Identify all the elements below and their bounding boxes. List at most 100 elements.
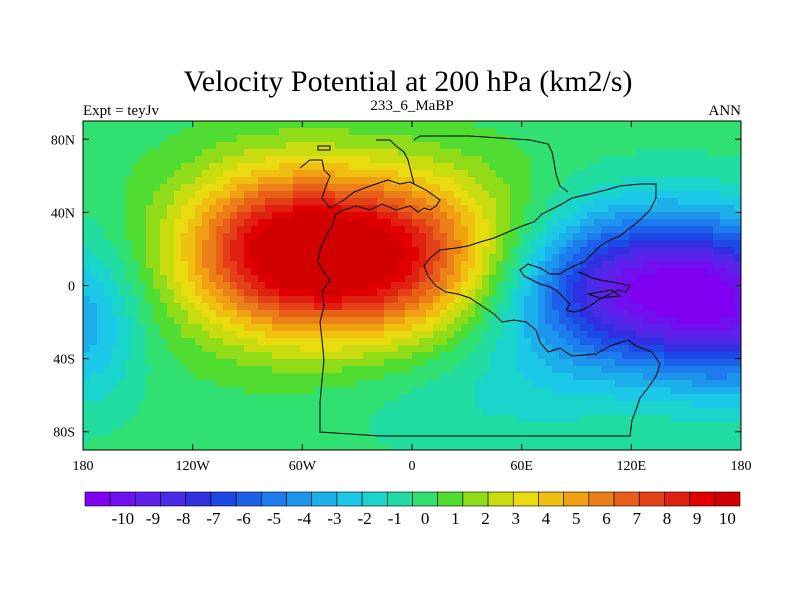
field-cell xyxy=(433,198,441,206)
field-cell xyxy=(419,128,427,136)
field-cell xyxy=(391,338,399,346)
field-cell xyxy=(300,394,308,402)
field-cell xyxy=(356,142,364,150)
field-cell xyxy=(125,261,133,269)
field-cell xyxy=(321,310,329,318)
field-cell xyxy=(594,422,602,430)
field-cell xyxy=(293,163,301,171)
field-cell xyxy=(90,212,98,220)
field-cell xyxy=(286,240,294,248)
field-cell xyxy=(482,359,490,367)
field-cell xyxy=(405,282,413,290)
field-cell xyxy=(174,345,182,353)
field-cell xyxy=(727,317,735,325)
field-cell xyxy=(426,128,434,136)
field-cell xyxy=(461,296,469,304)
field-cell xyxy=(125,135,133,143)
field-cell xyxy=(349,240,357,248)
field-cell xyxy=(391,240,399,248)
field-cell xyxy=(678,170,686,178)
field-cell xyxy=(433,338,441,346)
field-cell xyxy=(692,338,700,346)
field-cell xyxy=(174,268,182,276)
field-cell xyxy=(496,373,504,381)
field-cell xyxy=(377,135,385,143)
field-cell xyxy=(167,233,175,241)
field-cell xyxy=(727,415,735,423)
field-cell xyxy=(650,366,658,374)
field-cell xyxy=(657,191,665,199)
field-cell xyxy=(300,156,308,164)
field-cell xyxy=(384,177,392,185)
field-cell xyxy=(139,163,147,171)
field-cell xyxy=(713,142,721,150)
field-cell xyxy=(713,219,721,227)
field-cell xyxy=(615,331,623,339)
field-cell xyxy=(321,149,329,157)
field-cell xyxy=(370,436,378,444)
field-cell xyxy=(209,282,217,290)
field-cell xyxy=(447,422,455,430)
field-cell xyxy=(111,121,119,129)
field-cell xyxy=(566,205,574,213)
field-cell xyxy=(230,240,238,248)
field-cell xyxy=(356,401,364,409)
field-cell xyxy=(125,226,133,234)
field-cell xyxy=(650,282,658,290)
field-cell xyxy=(580,352,588,360)
field-cell xyxy=(475,310,483,318)
field-cell xyxy=(125,177,133,185)
field-cell xyxy=(475,296,483,304)
field-cell xyxy=(594,359,602,367)
field-cell xyxy=(482,373,490,381)
field-cell xyxy=(230,345,238,353)
field-cell xyxy=(594,282,602,290)
field-cell xyxy=(629,184,637,192)
field-cell xyxy=(335,184,343,192)
field-cell xyxy=(678,436,686,444)
field-cell xyxy=(461,401,469,409)
field-cell xyxy=(671,324,679,332)
field-cell xyxy=(272,177,280,185)
field-cell xyxy=(132,261,140,269)
field-cell xyxy=(517,163,525,171)
field-cell xyxy=(475,303,483,311)
field-cell xyxy=(104,373,112,381)
field-cell xyxy=(265,331,273,339)
field-cell xyxy=(531,324,539,332)
field-cell xyxy=(461,429,469,437)
field-cell xyxy=(419,219,427,227)
field-cell xyxy=(699,219,707,227)
field-cell xyxy=(125,380,133,388)
field-cell xyxy=(300,261,308,269)
field-cell xyxy=(426,436,434,444)
field-cell xyxy=(132,338,140,346)
field-cell xyxy=(419,170,427,178)
field-cell xyxy=(643,324,651,332)
field-cell xyxy=(286,303,294,311)
field-cell xyxy=(209,436,217,444)
field-cell xyxy=(468,338,476,346)
field-cell xyxy=(503,191,511,199)
field-cell xyxy=(230,163,238,171)
field-cell xyxy=(146,205,154,213)
field-cell xyxy=(104,177,112,185)
field-cell xyxy=(391,198,399,206)
field-cell xyxy=(608,380,616,388)
field-cell xyxy=(405,233,413,241)
field-cell xyxy=(503,128,511,136)
field-cell xyxy=(321,366,329,374)
field-cell xyxy=(314,121,322,129)
field-cell xyxy=(349,275,357,283)
field-cell xyxy=(517,156,525,164)
field-cell xyxy=(622,135,630,143)
field-cell xyxy=(447,268,455,276)
field-cell xyxy=(139,219,147,227)
field-cell xyxy=(475,387,483,395)
field-cell xyxy=(244,415,252,423)
field-cell xyxy=(447,149,455,157)
field-cell xyxy=(594,429,602,437)
field-cell xyxy=(335,128,343,136)
field-cell xyxy=(713,345,721,353)
field-cell xyxy=(454,219,462,227)
